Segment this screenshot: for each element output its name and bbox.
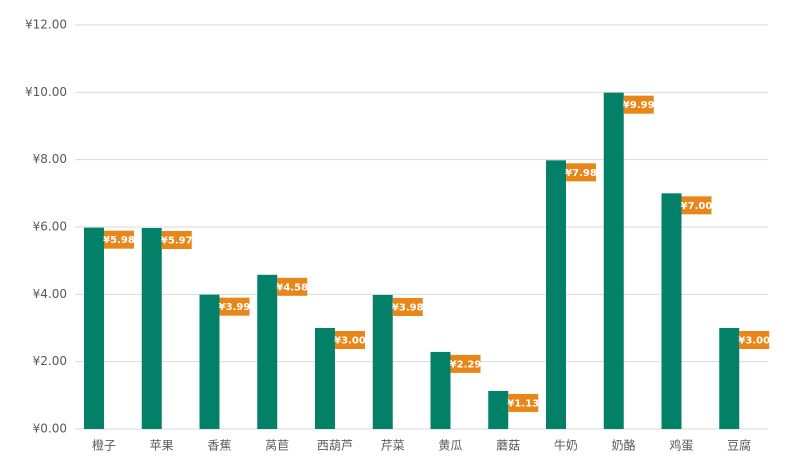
y-tick-label: ¥2.00: [33, 354, 67, 368]
value-label-bg: [450, 354, 481, 373]
x-tick-label: 奶酪: [612, 438, 636, 453]
value-label-bg: [739, 331, 770, 349]
value-label-bg: [508, 393, 539, 412]
x-tick-label: 鸡蛋: [669, 438, 693, 453]
x-tick-label: 牛奶: [554, 438, 578, 453]
value-label: ¥7.98: [565, 168, 597, 179]
y-tick-label: ¥8.00: [33, 152, 67, 166]
value-label: ¥3.98: [392, 303, 424, 314]
value-label-bg: [277, 277, 308, 296]
value-label-bg: [104, 230, 134, 249]
x-tick-label: 苹果: [150, 439, 174, 453]
bar: [488, 390, 509, 429]
bar: [430, 351, 451, 429]
bar: [141, 228, 162, 429]
value-label-bg: [623, 95, 654, 114]
x-tick-label: 蘑菇: [496, 439, 520, 453]
x-tick-label: 香蕉: [207, 439, 231, 453]
bar: [199, 294, 220, 429]
bar: [315, 328, 335, 429]
value-label: ¥3.00: [738, 336, 770, 347]
y-tick-label: ¥6.00: [33, 220, 67, 234]
value-label-bg: [566, 163, 596, 182]
x-tick-label: 芹菜: [381, 439, 405, 453]
y-tick-label: ¥12.00: [25, 18, 67, 32]
value-label: ¥9.99: [623, 100, 655, 111]
value-label: ¥2.29: [450, 359, 482, 370]
bar: [603, 92, 624, 430]
value-label: ¥5.98: [103, 235, 135, 246]
x-tick-label: 西葫芦: [317, 439, 353, 453]
value-label-bg: [681, 196, 712, 215]
y-tick-label: ¥0.00: [33, 422, 67, 436]
value-label-bg: [219, 297, 250, 316]
bar: [372, 295, 393, 429]
bar: [546, 160, 566, 429]
bar: [257, 274, 278, 429]
y-tick-label: ¥4.00: [33, 287, 67, 301]
value-label: ¥1.13: [507, 398, 539, 409]
x-tick-label: 黄瓜: [438, 439, 462, 453]
bar: [661, 193, 682, 429]
value-label: ¥4.58: [276, 282, 308, 293]
x-tick-label: 莴苣: [265, 439, 289, 453]
y-tick-label: ¥10.00: [25, 85, 67, 99]
value-label-bg: [392, 298, 423, 317]
value-label: ¥3.99: [219, 302, 251, 313]
x-tick-label: 橙子: [92, 438, 116, 453]
value-label: ¥7.00: [681, 201, 713, 212]
value-label-bg: [161, 231, 192, 250]
x-tick-label: 豆腐: [727, 438, 751, 453]
bar: [84, 227, 104, 429]
value-label: ¥3.00: [334, 336, 366, 347]
bar: [719, 328, 740, 429]
value-label-bg: [335, 331, 365, 349]
value-label: ¥5.97: [161, 236, 193, 247]
